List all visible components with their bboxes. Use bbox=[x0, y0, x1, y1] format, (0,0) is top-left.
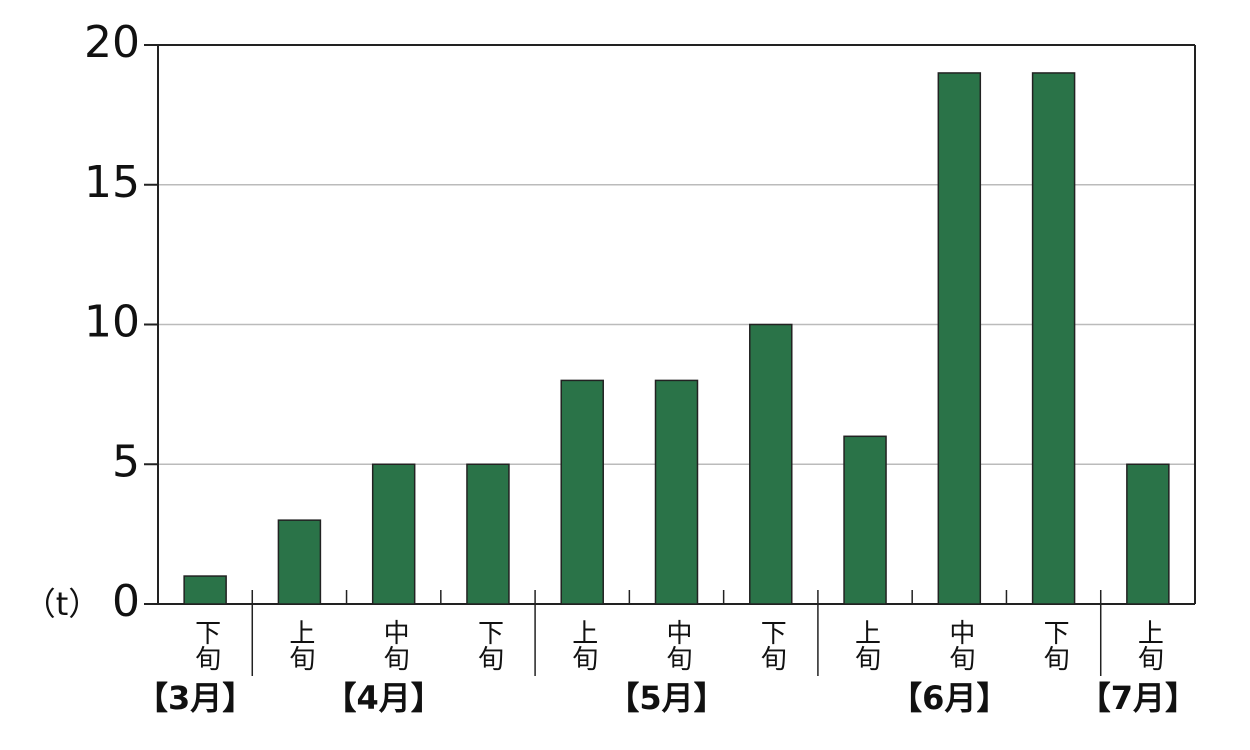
group-label: 【3月】 bbox=[136, 679, 254, 717]
x-tick-label: 下旬 bbox=[191, 619, 221, 671]
x-tick-label: 下旬 bbox=[756, 619, 786, 671]
group-label: 【7月】 bbox=[1079, 679, 1197, 717]
bar bbox=[371, 463, 416, 605]
bar bbox=[1031, 72, 1076, 605]
x-tick-label: 下旬 bbox=[1039, 619, 1069, 671]
x-tick-label: 上旬 bbox=[285, 619, 315, 671]
group-label: 【5月】 bbox=[607, 679, 725, 717]
x-tick-label: 中旬 bbox=[945, 619, 975, 671]
x-tick-label: 上旬 bbox=[851, 619, 881, 671]
x-tick-label: 中旬 bbox=[662, 619, 692, 671]
bar bbox=[843, 435, 887, 605]
bar bbox=[466, 463, 510, 605]
bar bbox=[277, 519, 322, 605]
x-tick-label: 下旬 bbox=[473, 619, 503, 671]
bar bbox=[1126, 463, 1170, 605]
bar bbox=[560, 379, 604, 605]
bar bbox=[749, 323, 793, 605]
x-tick-label: 中旬 bbox=[379, 619, 409, 671]
x-tick-label: 上旬 bbox=[1133, 619, 1163, 671]
group-label: 【6月】 bbox=[890, 679, 1008, 717]
y-unit: （t） bbox=[24, 585, 101, 623]
y-tick-label: 20 bbox=[84, 17, 140, 68]
bar bbox=[937, 72, 982, 605]
y-tick-label: 15 bbox=[84, 157, 140, 208]
bar bbox=[654, 379, 699, 605]
y-tick-label: 10 bbox=[84, 297, 140, 348]
x-tick-label: 上旬 bbox=[568, 619, 598, 671]
group-label: 【4月】 bbox=[325, 679, 443, 717]
bar bbox=[183, 575, 227, 605]
y-tick-label: 0 bbox=[112, 576, 140, 627]
y-tick-label: 5 bbox=[112, 436, 140, 487]
